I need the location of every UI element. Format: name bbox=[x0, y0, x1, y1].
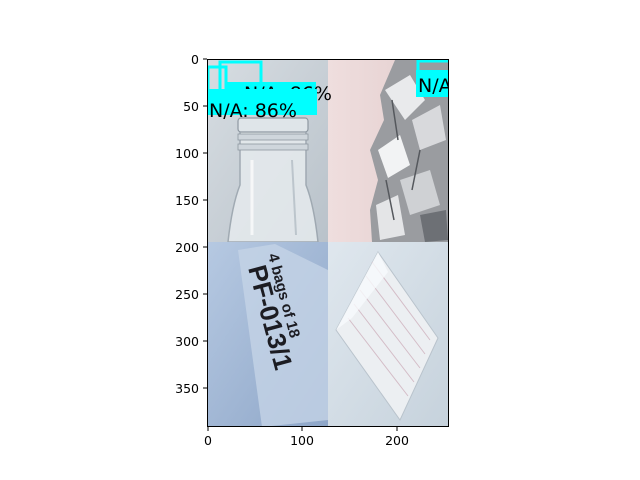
y-tick: 100 bbox=[175, 146, 207, 161]
x-axis: 0 100 200 bbox=[204, 427, 409, 448]
y-tick-label: 100 bbox=[175, 146, 199, 161]
y-tick-label: 300 bbox=[175, 334, 199, 349]
y-tick-label: 50 bbox=[183, 99, 199, 114]
x-tick: 200 bbox=[385, 427, 409, 448]
y-tick: 250 bbox=[175, 287, 207, 302]
x-tick: 0 bbox=[204, 427, 212, 448]
x-tick-label: 100 bbox=[290, 433, 314, 448]
y-tick: 350 bbox=[175, 381, 207, 396]
y-tick-label: 350 bbox=[175, 381, 199, 396]
glass-bottle-icon bbox=[228, 118, 318, 242]
y-tick-label: 150 bbox=[175, 193, 199, 208]
x-tick: 100 bbox=[290, 427, 314, 448]
y-tick-label: 0 bbox=[191, 52, 199, 67]
y-tick: 0 bbox=[191, 52, 207, 67]
x-tick-label: 0 bbox=[204, 433, 212, 448]
x-tick-label: 200 bbox=[385, 433, 409, 448]
image-mosaic: 4 bags of 18 PF-013/1 N/A: 86% N/A: 86% bbox=[207, 59, 452, 427]
y-tick: 150 bbox=[175, 193, 207, 208]
y-tick-label: 200 bbox=[175, 240, 199, 255]
tile-plastic-bag: 4 bags of 18 PF-013/1 bbox=[207, 242, 328, 427]
y-tick: 200 bbox=[175, 240, 207, 255]
y-tick: 300 bbox=[175, 334, 207, 349]
detection-label: N/A bbox=[418, 75, 452, 97]
tile-plastic-sheet bbox=[328, 242, 449, 427]
y-axis: 0 50 100 150 200 250 300 350 bbox=[175, 52, 207, 396]
y-tick-label: 250 bbox=[175, 287, 199, 302]
detection-label: N/A: 86% bbox=[209, 100, 297, 122]
y-tick: 50 bbox=[183, 99, 207, 114]
